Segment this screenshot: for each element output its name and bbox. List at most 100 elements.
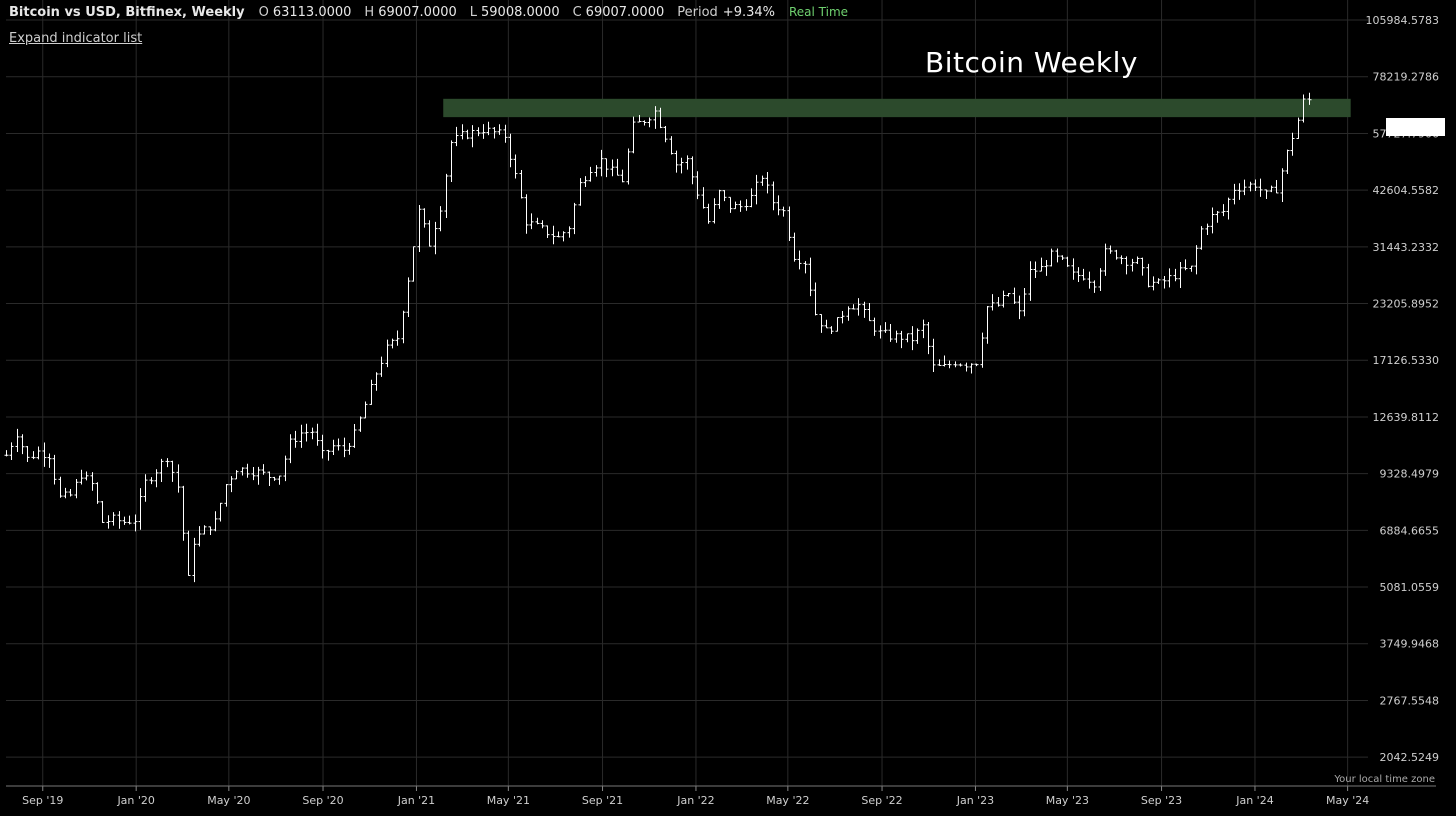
ohlc-bar xyxy=(679,157,684,174)
timezone-label[interactable]: Your local time zone xyxy=(1334,774,1435,785)
ohlc-bar xyxy=(529,213,534,230)
ohlc-bar xyxy=(433,221,438,255)
ohlc-bar xyxy=(1114,249,1119,260)
close-label: C xyxy=(572,5,582,20)
ohlc-bar xyxy=(52,454,57,485)
ohlc-bar xyxy=(197,526,202,547)
ohlc-bar xyxy=(1285,149,1290,174)
ohlc-bar xyxy=(497,124,502,135)
ohlc-bar xyxy=(449,140,454,182)
ohlc-bar xyxy=(1237,183,1242,200)
ohlc-bar xyxy=(658,107,663,129)
ohlc-bar xyxy=(149,477,154,485)
ohlc-bar xyxy=(792,232,797,262)
y-tick-label: 105984.5783 xyxy=(1366,14,1439,27)
ohlc-bar xyxy=(851,304,856,310)
ohlc-bar xyxy=(411,246,416,282)
ohlc-bar xyxy=(427,220,432,247)
ohlc-bar xyxy=(964,362,969,372)
ohlc-bar xyxy=(728,196,733,213)
ohlc-bar xyxy=(958,363,963,367)
x-tick-label: Jan '23 xyxy=(956,794,994,807)
ohlc-bar xyxy=(803,261,808,274)
ohlc-bar xyxy=(100,500,105,523)
ohlc-bar xyxy=(1108,245,1113,254)
ohlc-bar xyxy=(277,475,282,485)
x-tick-label: May '21 xyxy=(487,794,530,807)
ohlc-bar xyxy=(331,439,336,455)
ohlc-bar xyxy=(1092,280,1097,293)
realtime-badge: Real Time xyxy=(789,5,849,19)
ohlc-bar xyxy=(9,442,14,461)
expand-indicator-list-link[interactable]: Expand indicator list xyxy=(9,31,143,46)
y-tick-label: 42604.5582 xyxy=(1373,184,1439,197)
ohlc-bar xyxy=(1017,295,1022,320)
ohlc-bar xyxy=(202,525,207,535)
open-readout: O 63113.0000 xyxy=(259,5,352,20)
chart-annotation[interactable]: Bitcoin Weekly xyxy=(925,46,1138,79)
ohlc-bar xyxy=(438,206,443,232)
ohlc-bar xyxy=(524,194,529,234)
ohlc-bar xyxy=(888,324,893,342)
ohlc-bar xyxy=(894,330,899,343)
ohlc-bar xyxy=(186,530,191,576)
ohlc-bar xyxy=(417,205,422,252)
ohlc-bar xyxy=(899,330,904,349)
ohlc-bar xyxy=(990,294,995,311)
period-value: +9.34% xyxy=(722,5,775,20)
ohlc-bar xyxy=(299,424,304,448)
ohlc-bar xyxy=(347,442,352,455)
ohlc-bar xyxy=(401,310,406,344)
ohlc-bar xyxy=(336,438,341,451)
ohlc-bar xyxy=(910,326,915,351)
ohlc-bar xyxy=(460,124,465,140)
ohlc-bar xyxy=(1028,261,1033,301)
ohlc-bar xyxy=(722,190,727,202)
ohlc-bar xyxy=(1151,276,1156,291)
ohlc-bar xyxy=(288,434,293,464)
ohlc-bar xyxy=(154,469,159,488)
ohlc-bar xyxy=(1210,207,1215,234)
ohlc-bar xyxy=(840,311,845,324)
ohlc-bar xyxy=(481,124,486,139)
ohlc-bar xyxy=(615,158,620,176)
ohlc-bar xyxy=(974,363,979,367)
x-tick-label: Sep '19 xyxy=(22,794,63,807)
ohlc-bar xyxy=(1232,183,1237,205)
x-tick-label: Sep '21 xyxy=(582,794,623,807)
ohlc-bar xyxy=(470,125,475,148)
ohlc-bar xyxy=(808,257,813,297)
ohlc-bar xyxy=(1140,257,1145,276)
ohlc-bar xyxy=(1248,181,1253,192)
ohlc-bar xyxy=(127,515,132,525)
ohlc-bar xyxy=(261,464,266,475)
ohlc-bar xyxy=(406,277,411,318)
ohlc-bar xyxy=(947,360,952,369)
y-tick-label: 5081.0559 xyxy=(1380,581,1440,594)
ohlc-bar xyxy=(1290,132,1295,156)
ohlc-bar xyxy=(374,372,379,391)
ohlc-bar xyxy=(320,434,325,459)
ohlc-bar xyxy=(872,317,877,336)
x-tick-label: Jan '22 xyxy=(676,794,714,807)
x-tick-label: May '24 xyxy=(1326,794,1369,807)
ohlc-bar xyxy=(390,338,395,349)
ohlc-bar xyxy=(1205,223,1210,235)
y-tick-label: 12639.8112 xyxy=(1373,411,1439,424)
ohlc-bar xyxy=(760,175,765,186)
x-axis: Sep '19 Jan '20 May '20 Sep '20 Jan '21 May '… xyxy=(6,785,1436,807)
ohlc-bar xyxy=(985,306,990,344)
symbol-title: Bitcoin vs USD, Bitfinex, Weekly xyxy=(9,5,245,20)
ohlc-bar xyxy=(835,317,840,332)
ohlc-bar xyxy=(653,106,658,129)
ohlc-bar xyxy=(1194,245,1199,275)
ohlc-bar xyxy=(1001,290,1006,308)
ohlc-bar xyxy=(824,319,829,329)
ohlc-bar xyxy=(1221,204,1226,217)
ohlc-bar xyxy=(385,339,390,368)
ohlc-bar xyxy=(283,455,288,482)
close-readout: C 69007.0000 xyxy=(573,5,665,20)
ohlc-bar xyxy=(556,231,561,238)
ohlc-bar xyxy=(1076,267,1081,282)
